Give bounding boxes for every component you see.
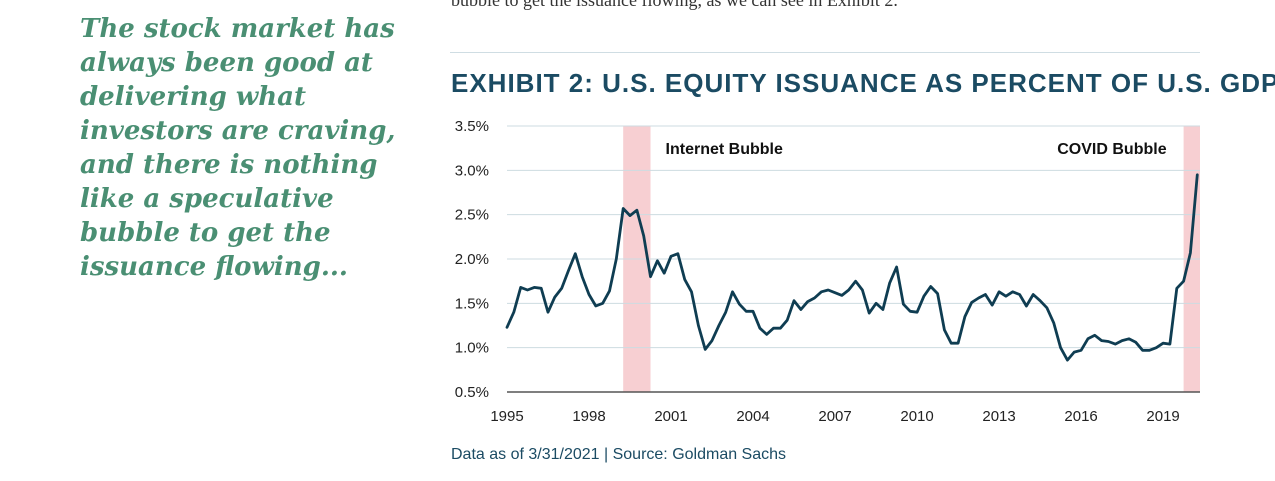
gridlines	[507, 125, 1200, 349]
section-divider	[450, 52, 1200, 53]
x-tick-label: 2013	[982, 408, 1015, 425]
pull-quote: The stock market has always been good at…	[80, 14, 396, 282]
y-tick-label: 1.5%	[455, 295, 489, 312]
y-axis-ticks: 0.5% 1.0% 1.5% 2.0% 2.5% 3.0% 3.5%	[455, 118, 489, 401]
period-annotations: Internet Bubble COVID Bubble	[666, 141, 1167, 158]
source-note: Data as of 3/31/2021 | Source: Goldman S…	[451, 446, 787, 463]
y-tick-label: 2.5%	[455, 207, 489, 224]
annotation-label-0: Internet Bubble	[666, 141, 783, 158]
x-tick-label: 2016	[1064, 408, 1097, 425]
x-tick-label: 2001	[654, 408, 687, 425]
x-tick-label: 2010	[900, 408, 933, 425]
x-tick-label: 1995	[490, 408, 523, 425]
x-axis-ticks: 1995 1998 2001 2004 2007 2010 2013 2016 2019	[490, 408, 1179, 425]
y-tick-label: 1.0%	[455, 340, 489, 357]
series-line	[505, 173, 1199, 362]
y-tick-label: 0.5%	[455, 384, 489, 401]
x-tick-label: 2004	[736, 408, 769, 425]
x-tick-label: 2007	[818, 408, 851, 425]
chart-title: EXHIBIT 2: U.S. EQUITY ISSUANCE AS PERCE…	[451, 68, 1275, 98]
y-tick-label: 3.5%	[455, 118, 489, 135]
y-tick-label: 2.0%	[455, 251, 489, 268]
y-tick-label: 3.0%	[455, 162, 489, 179]
annotation-label-1: COVID Bubble	[1057, 141, 1166, 158]
x-tick-label: 2019	[1146, 408, 1179, 425]
body-text-fragment: bubble to get the issuance flowing, as w…	[451, 0, 898, 10]
x-tick-label: 1998	[572, 408, 605, 425]
